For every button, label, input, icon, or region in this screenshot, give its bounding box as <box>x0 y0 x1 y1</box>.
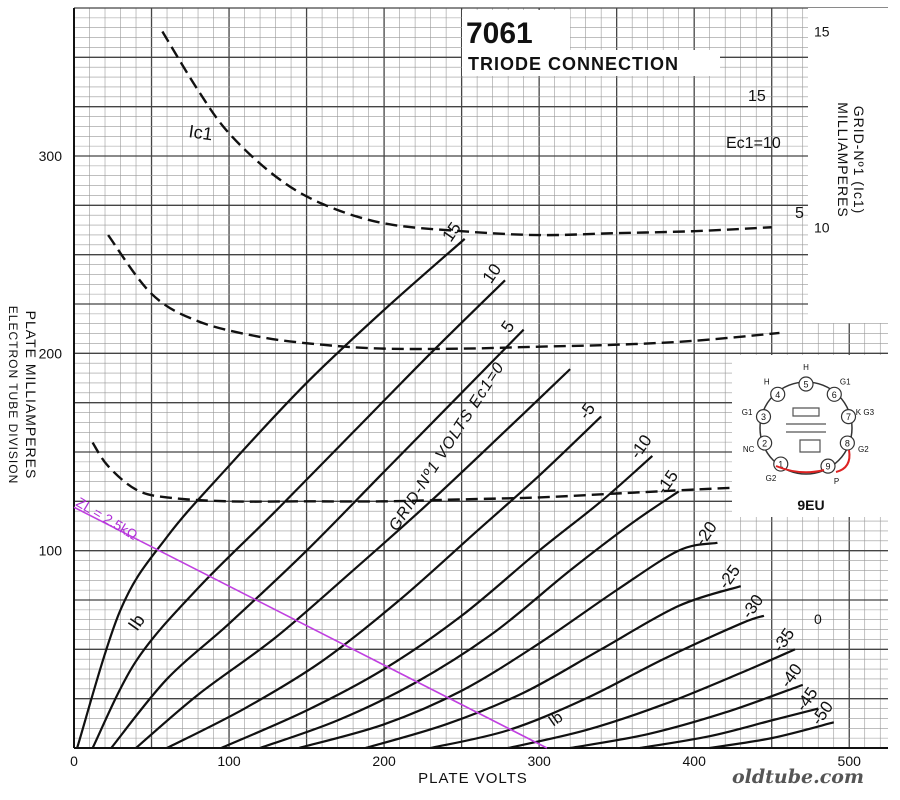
plate-curve--25 <box>365 585 742 750</box>
y-tick-label: 300 <box>39 148 63 164</box>
socket-pin-2 <box>757 435 773 451</box>
socket-pin-9 <box>820 458 836 474</box>
ic-label-10: Ec1=10 <box>726 135 781 152</box>
y-tick-label: 200 <box>39 345 63 361</box>
x-axis-ticks: 0 100 200 300 400 500 <box>70 753 861 769</box>
x-tick-label: 400 <box>683 753 707 769</box>
chart-subtitle: TRIODE CONNECTION <box>468 54 679 74</box>
plate-curve--30 <box>430 614 765 750</box>
plate-curve--50 <box>709 721 835 750</box>
plate-curve--45 <box>639 707 819 750</box>
right-tick-label: 10 <box>814 219 830 235</box>
y-axis-sublabel: ELECTRON TUBE DIVISION <box>6 306 20 484</box>
x-axis-label: PLATE VOLTS <box>418 770 528 787</box>
plate-curve-0 <box>135 368 571 749</box>
socket-pin-number: 4 <box>775 390 780 400</box>
right-tick-label: 15 <box>814 23 830 39</box>
socket-pin-label: NC <box>743 445 755 454</box>
subtitle-backdrop <box>462 50 720 76</box>
title-backdrop <box>462 10 570 50</box>
y-axis-ticks: 100 200 300 <box>39 148 63 559</box>
socket-pin-label: H <box>764 377 770 386</box>
socket-pin-label: G2 <box>858 445 869 454</box>
watermark: oldtube.com <box>732 766 864 788</box>
y-axis-label: PLATE MILLIAMPERES <box>23 311 39 480</box>
grid-current-curves <box>91 30 819 503</box>
plate-curve-5 <box>110 328 525 749</box>
y-tick-label: 100 <box>39 543 63 559</box>
socket-pin-number: 1 <box>778 460 783 470</box>
plate-curve--15 <box>259 490 680 750</box>
plate-curve--35 <box>507 648 796 750</box>
socket-pin-label: G2 <box>766 474 777 483</box>
plate-curve-15 <box>76 238 466 749</box>
chart-title: 7061 <box>466 17 533 50</box>
x-tick-label: 0 <box>70 753 78 769</box>
load-line <box>73 506 548 749</box>
plate-curve--10 <box>220 455 654 750</box>
socket-pin-6 <box>826 386 842 402</box>
socket-pin-7 <box>840 409 857 425</box>
socket-pin-number: 3 <box>761 412 766 422</box>
socket-pin-8 <box>839 435 855 451</box>
ic-label-15: 15 <box>748 88 766 105</box>
right-axis-label: GRID-Nº1 (Ic1) <box>851 106 867 215</box>
basing-code: 9EU <box>797 497 824 513</box>
electrode-structure <box>786 407 826 453</box>
plate-curve-10 <box>91 279 506 749</box>
socket-pin-number: 5 <box>803 380 808 390</box>
right-axis-backdrop <box>808 8 888 323</box>
ic1-curve-10 <box>107 234 780 351</box>
socket-pin-label: G1 <box>742 408 753 417</box>
socket-pin-number: 2 <box>762 439 767 449</box>
x-tick-label: 100 <box>217 753 241 769</box>
socket-pin-4 <box>770 386 786 402</box>
x-tick-label: 300 <box>527 753 551 769</box>
load-line-group <box>73 506 548 749</box>
socket-pin-3 <box>755 409 772 425</box>
socket-pin-label: P <box>834 477 839 486</box>
socket-pin-5 <box>798 376 814 392</box>
x-tick-label: 200 <box>372 753 396 769</box>
right-tick-label: 0 <box>814 611 822 627</box>
ic1-marker: Ic1 <box>187 121 214 144</box>
plate-curve--5 <box>166 415 602 749</box>
g2-strap-lower <box>775 465 825 474</box>
socket-pin-label: H <box>803 363 809 372</box>
ic-label-5: 5 <box>795 205 804 222</box>
plate-curve--20 <box>298 541 718 750</box>
socket-pin-label: K G3 <box>856 408 875 417</box>
ic1-curve-15 <box>161 30 772 237</box>
socket-pin-number: 9 <box>825 462 830 472</box>
g2-strap <box>835 449 851 473</box>
right-axis-sublabel: MILLIAMPERES <box>835 102 851 217</box>
socket-pin-number: 6 <box>832 390 837 400</box>
x-tick-label: 500 <box>838 753 862 769</box>
plate-curve--40 <box>569 683 804 750</box>
socket-pin-number: 8 <box>845 439 850 449</box>
ic1-curve-5 <box>91 441 819 503</box>
socket-pin-number: 7 <box>846 412 851 422</box>
socket-pin-label: G1 <box>840 377 851 386</box>
